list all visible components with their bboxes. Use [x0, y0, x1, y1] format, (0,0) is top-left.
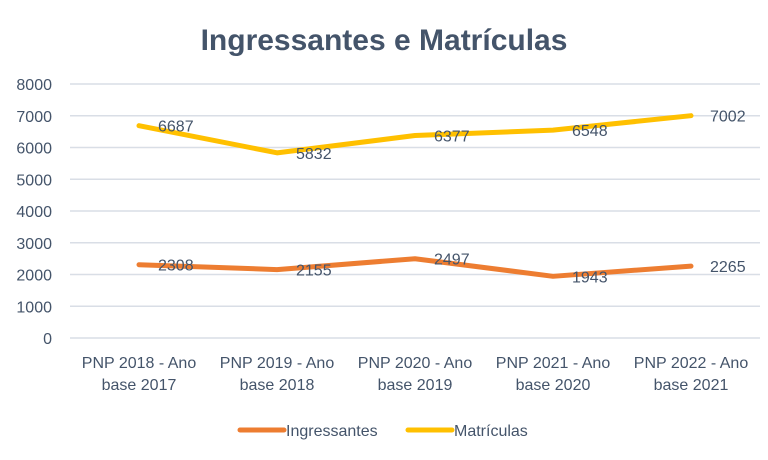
y-tick-label: 8000 — [16, 77, 52, 94]
chart-title: Ingressantes e Matrículas — [201, 24, 568, 57]
x-tick-label: PNP 2018 - Ano base 2017 — [82, 355, 197, 394]
legend-label: Matrículas — [454, 423, 528, 440]
data-label: 2497 — [434, 252, 470, 269]
y-tick-label: 2000 — [16, 268, 52, 285]
data-label: 7002 — [710, 109, 746, 126]
x-tick-label: PNP 2021 - Ano base 2020 — [496, 355, 611, 394]
y-tick-label: 3000 — [16, 236, 52, 253]
y-tick-label: 5000 — [16, 172, 52, 189]
data-label: 2265 — [710, 259, 746, 276]
x-tick-label: PNP 2019 - Ano base 2018 — [220, 355, 335, 394]
legend: Ingressantes Matrículas — [237, 423, 528, 440]
y-tick-label: 1000 — [16, 299, 52, 316]
legend-label: Ingressantes — [286, 423, 378, 440]
x-tick-label: PNP 2020 - Ano base 2019 — [358, 355, 473, 394]
data-label: 2308 — [158, 258, 194, 275]
y-axis-ticks: 0 1000 2000 3000 4000 5000 6000 7000 8000 — [16, 77, 52, 348]
data-labels: 2308 2155 2497 1943 2265 6687 5832 6377 6548 7002 — [158, 109, 746, 287]
data-label: 6548 — [572, 123, 608, 140]
x-tick-label: PNP 2022 - Ano base 2021 — [634, 355, 749, 394]
y-tick-label: 4000 — [16, 204, 52, 221]
data-label: 6687 — [158, 119, 194, 136]
gridlines — [70, 83, 760, 339]
y-tick-label: 7000 — [16, 109, 52, 126]
data-label: 1943 — [572, 269, 608, 286]
series-line-ingressantes — [136, 256, 694, 279]
data-label: 2155 — [296, 263, 332, 280]
data-label: 5832 — [296, 146, 332, 163]
y-tick-label: 0 — [43, 331, 52, 348]
x-axis-ticks: PNP 2018 - Ano base 2017 PNP 2019 - Ano bas… — [82, 355, 749, 394]
y-tick-label: 6000 — [16, 141, 52, 158]
series-lines — [136, 113, 694, 279]
data-label: 6377 — [434, 129, 470, 146]
